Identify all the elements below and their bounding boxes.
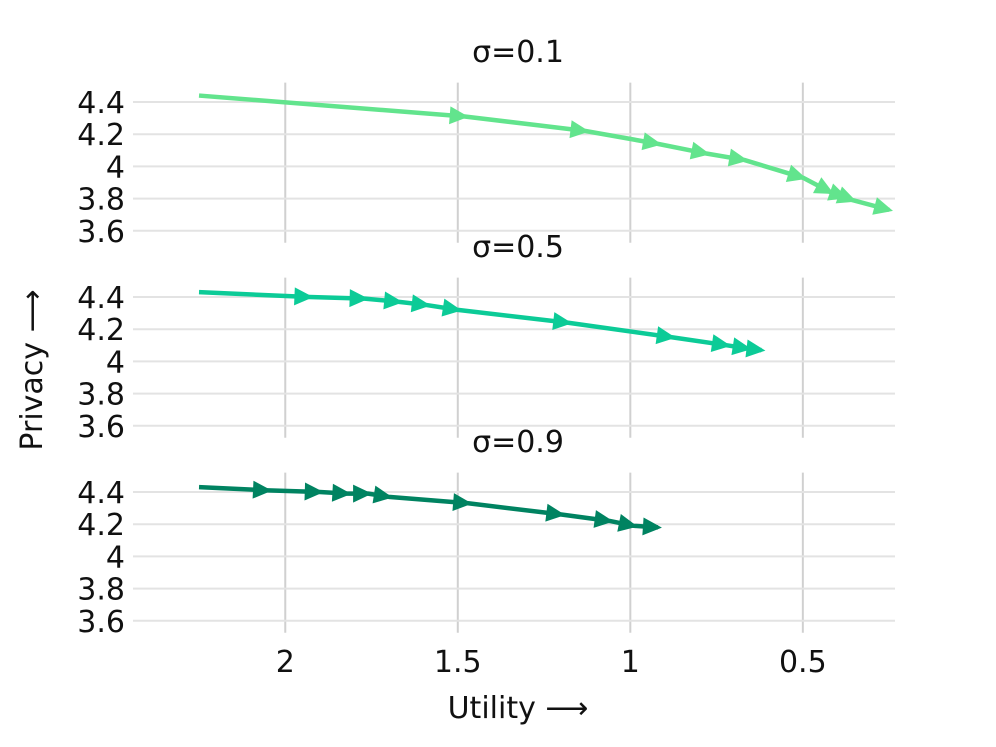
panel-1: 3.63.844.24.4 σ=0.1 xyxy=(77,35,895,250)
y-tick-label: 4 xyxy=(106,345,125,380)
data-point-arrow xyxy=(617,514,638,532)
panel-2: 3.63.844.24.4 σ=0.5 xyxy=(77,230,895,445)
x-axis: 2 1.5 1 0.5 xyxy=(276,645,827,680)
data-point-arrow xyxy=(353,484,373,503)
data-point-arrow xyxy=(872,197,893,215)
data-point-arrow xyxy=(641,132,662,151)
x-tick-label: 2 xyxy=(276,645,295,680)
data-point-arrow xyxy=(552,312,573,330)
series-line xyxy=(198,93,890,213)
data-point-arrow xyxy=(304,482,324,501)
data-point-arrow xyxy=(745,339,766,358)
data-point-arrow xyxy=(655,326,676,345)
panel-title: σ=0.1 xyxy=(472,35,564,70)
data-point-arrow xyxy=(383,291,404,310)
series-line xyxy=(198,484,659,530)
data-point-arrow xyxy=(441,298,462,317)
data-point-arrow xyxy=(727,148,749,167)
data-point-arrow xyxy=(449,106,469,125)
data-point-arrow xyxy=(710,334,731,353)
x-axis-label: Utility ⟶ xyxy=(448,691,589,726)
panel-title: σ=0.9 xyxy=(472,425,564,460)
y-tick-label: 4.2 xyxy=(77,118,125,153)
data-point-arrow xyxy=(545,503,566,522)
series-line xyxy=(198,289,762,353)
y-tick-label: 3.6 xyxy=(77,605,125,640)
y-tick-label: 3.6 xyxy=(77,215,125,250)
panels-layer: 3.63.844.24.4σ=0.13.63.844.24.4σ=0.53.63… xyxy=(77,35,895,680)
x-tick-label: 0.5 xyxy=(779,645,827,680)
data-point-arrow xyxy=(593,510,614,528)
data-point-arrow xyxy=(252,480,273,499)
x-tick-label: 1 xyxy=(621,645,640,680)
y-tick-label: 4.4 xyxy=(77,281,125,316)
data-point-arrow xyxy=(731,337,752,356)
data-point-arrow xyxy=(835,186,857,204)
data-point-arrow xyxy=(812,177,834,195)
data-point-arrow xyxy=(331,483,352,502)
y-tick-label: 3.8 xyxy=(77,573,125,608)
data-point-arrow xyxy=(452,493,473,512)
data-point-arrow xyxy=(689,141,711,160)
panel-3: 3.63.844.24.4 σ=0.9 xyxy=(77,425,895,640)
y-tick-label: 4.2 xyxy=(77,508,125,543)
y-tick-label: 4 xyxy=(106,150,125,185)
data-point-arrow xyxy=(294,287,314,306)
y-tick-label: 4.4 xyxy=(77,476,125,511)
data-point-arrow xyxy=(785,164,807,182)
x-tick-label: 1.5 xyxy=(434,645,482,680)
data-point-arrow xyxy=(372,485,393,504)
y-tick-label: 4.4 xyxy=(77,86,125,121)
y-tick-label: 3.8 xyxy=(77,378,125,413)
data-point-arrow xyxy=(349,289,369,308)
y-tick-label: 4 xyxy=(106,540,125,575)
data-point-arrow xyxy=(410,294,431,313)
data-point-arrow xyxy=(569,120,590,139)
data-point-arrow xyxy=(642,517,662,536)
y-axis-label: Privacy ⟶ xyxy=(15,289,50,450)
y-tick-label: 4.2 xyxy=(77,313,125,348)
y-tick-label: 3.6 xyxy=(77,410,125,445)
y-tick-label: 3.8 xyxy=(77,183,125,218)
panel-title: σ=0.5 xyxy=(472,230,564,265)
